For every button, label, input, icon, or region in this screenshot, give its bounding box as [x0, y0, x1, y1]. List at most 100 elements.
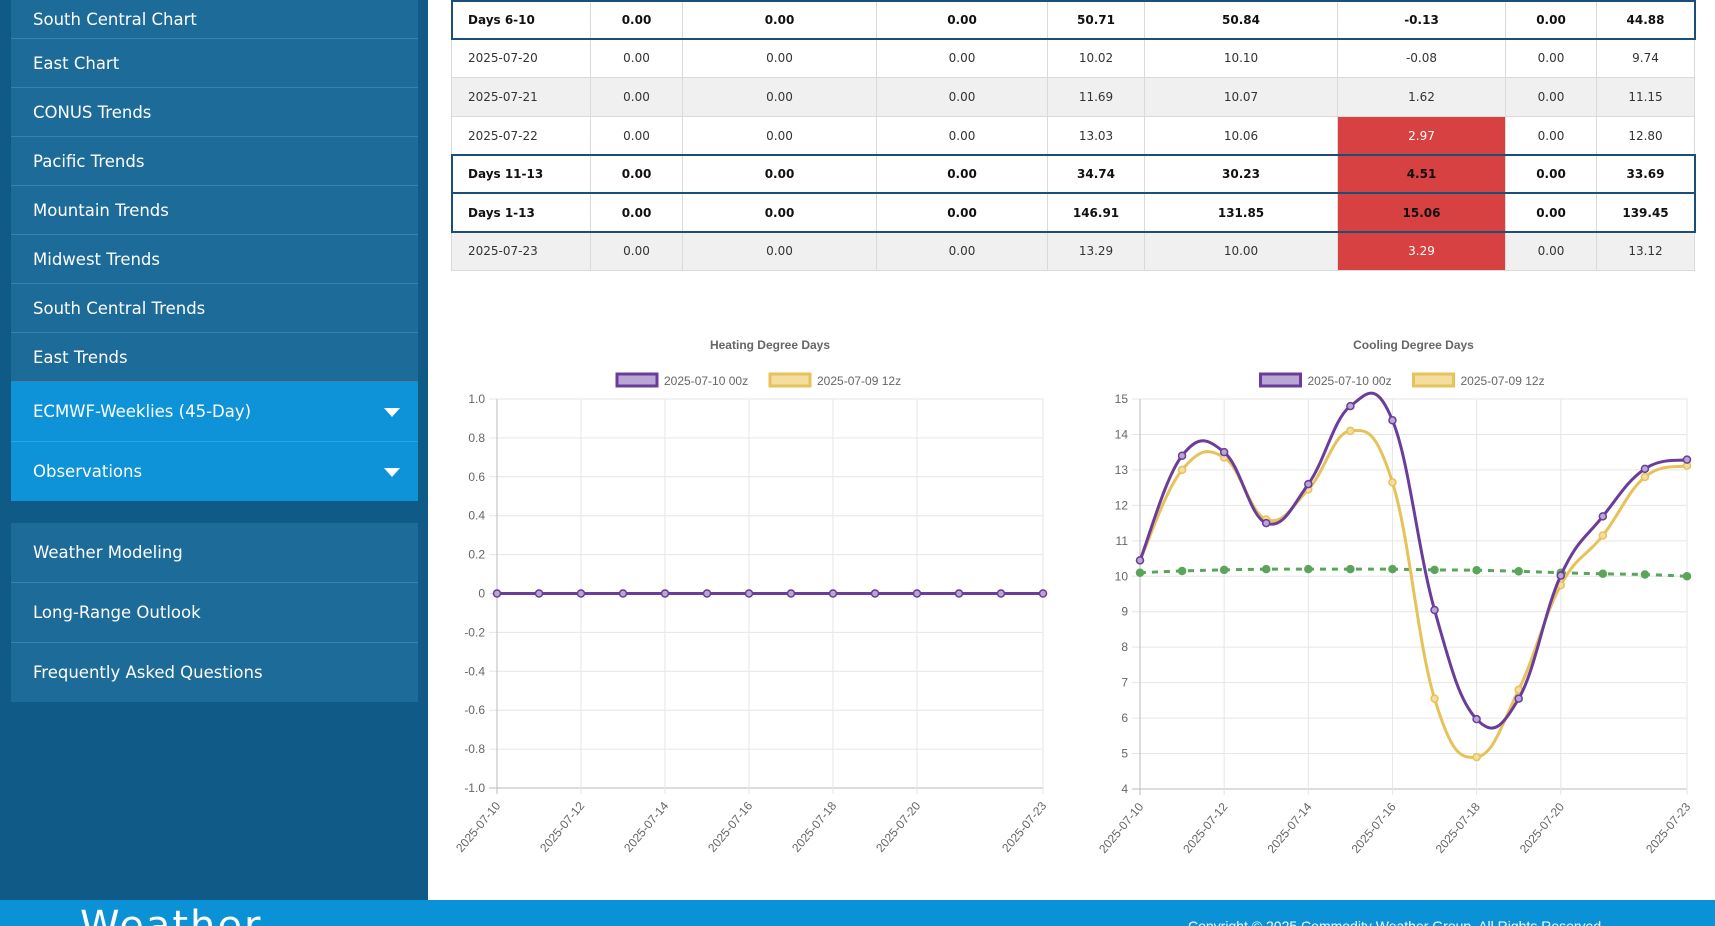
table-cell: 0.00	[876, 38, 1048, 79]
sidebar-item-label: East Chart	[33, 53, 120, 73]
data-point	[1682, 455, 1692, 464]
footer-copyright: Copyright © 2025 Commodity Weather Group…	[1188, 918, 1606, 926]
sidebar-item-midwest-trends[interactable]: Midwest Trends	[11, 235, 418, 284]
data-point	[1346, 401, 1355, 411]
sidebar-item-mountain-trends[interactable]: Mountain Trends	[11, 186, 418, 235]
table-cell: 34.74	[1047, 154, 1145, 194]
data-point	[1640, 472, 1650, 482]
y-tick-label: 14	[1115, 427, 1129, 441]
sidebar-dropdown-ecmwf-weeklies[interactable]: ECMWF-Weeklies (45-Day)	[11, 382, 418, 442]
x-tick-label: 2025-07-20	[1517, 800, 1567, 856]
y-tick-label: 5	[1121, 747, 1128, 761]
data-point	[1598, 512, 1608, 521]
sidebar-item-south-central-trends[interactable]: South Central Trends	[11, 284, 418, 333]
x-tick-label: 2025-07-12	[537, 799, 587, 855]
legend-swatch	[1412, 372, 1455, 388]
data-point	[1682, 572, 1692, 581]
sidebar-item-label: Mountain Trends	[33, 200, 169, 220]
data-point	[1177, 451, 1187, 460]
x-tick-label: 2025-07-18	[789, 799, 839, 855]
footer-logo[interactable]: Weather	[80, 903, 263, 926]
sidebar-item-conus-trends[interactable]: CONUS Trends	[11, 88, 418, 137]
chart-title: Cooling Degree Days	[1353, 338, 1474, 352]
table-row-label: Days 6-10	[451, 0, 591, 40]
legend-label: 2025-07-10 00z	[1308, 374, 1392, 388]
table-cell: 12.80	[1596, 115, 1695, 156]
cooling-degree-days-svg: Cooling Degree Days 2025-07-10 00z 2025-07…	[1096, 338, 1693, 856]
data-point	[1038, 589, 1048, 598]
data-point	[1514, 567, 1523, 576]
table-cell: 50.71	[1047, 0, 1145, 40]
sidebar-dropdown-observations[interactable]: Observations	[11, 442, 418, 501]
sidebar-item-label: Midwest Trends	[33, 249, 161, 269]
table-cell: 0.00	[590, 38, 683, 79]
chevron-down-icon	[384, 407, 400, 417]
data-point	[1556, 571, 1566, 580]
table-cell: 10.02	[1047, 38, 1145, 79]
legend-label: 2025-07-10 00z	[664, 374, 748, 388]
table-cell: 13.12	[1596, 231, 1695, 272]
table-cell: 0.00	[1505, 231, 1597, 272]
data-point	[1640, 464, 1650, 474]
table-row: 2025-07-23 0.00 0.00 0.00 13.29 10.00 3.29 0.00…	[451, 231, 1695, 272]
sidebar-item-label: Weather Modeling	[33, 543, 183, 562]
legend-label: 2025-07-09 12z	[1461, 374, 1545, 388]
y-tick-label: 12	[1115, 498, 1129, 512]
x-tick-label: 2025-07-23	[1643, 800, 1693, 856]
y-tick-label: 0.2	[468, 548, 485, 562]
x-tick-label: 2025-07-23	[999, 799, 1049, 855]
sidebar-section-weather-modeling[interactable]: Weather Modeling	[11, 523, 418, 583]
table-cell: 10.00	[1144, 231, 1338, 272]
sidebar-item-south-central-chart[interactable]: South Central Chart	[11, 0, 418, 39]
table-row: 2025-07-22 0.00 0.00 0.00 13.03 10.06 2.97 0.00…	[451, 115, 1695, 156]
sidebar-item-east-chart[interactable]: East Chart	[11, 39, 418, 88]
table-row-label: 2025-07-20	[451, 38, 591, 79]
data-point	[1598, 569, 1608, 579]
sidebar-item-label: Frequently Asked Questions	[33, 663, 263, 682]
table-summary-row: Days 6-10 0.00 0.00 0.00 50.71 50.84 -0.13 0.00…	[450, 0, 1696, 41]
table-cell: 15.06	[1337, 192, 1506, 233]
data-point	[1430, 694, 1439, 703]
series-line	[1138, 429, 1688, 759]
table-cell: 50.84	[1144, 0, 1338, 40]
table-cell: 0.00	[876, 192, 1048, 233]
table-cell: 0.00	[1505, 38, 1597, 79]
sidebar-item-pacific-trends[interactable]: Pacific Trends	[11, 137, 418, 186]
sidebar-section-faq[interactable]: Frequently Asked Questions	[11, 643, 418, 702]
legend-swatch	[1259, 372, 1302, 388]
x-tick-label: 2025-07-16	[705, 799, 755, 855]
x-tick-label: 2025-07-12	[1180, 800, 1230, 856]
table-cell: 146.91	[1047, 192, 1145, 233]
sidebar-item-label: Observations	[33, 462, 143, 481]
table-cell: 1.62	[1337, 77, 1506, 117]
footer: Weather Copyright © 2025 Commodity Weath…	[0, 900, 1715, 926]
y-tick-label: 0.4	[468, 509, 485, 523]
table-cell: 0.00	[1505, 77, 1597, 117]
table-cell: 131.85	[1144, 192, 1338, 233]
cooling-degree-days-chart: Cooling Degree Days 2025-07-10 00z 2025-07…	[1093, 325, 1705, 865]
table-row-label: Days 11-13	[451, 154, 591, 194]
x-tick-label: 2025-07-14	[1264, 800, 1314, 856]
x-tick-label: 2025-07-10	[453, 799, 503, 855]
data-point	[660, 589, 670, 598]
data-point	[1219, 565, 1229, 575]
table-cell: 0.00	[876, 115, 1048, 156]
data-point	[702, 589, 712, 598]
table-cell: 13.03	[1047, 115, 1145, 156]
legend-swatch	[768, 372, 812, 388]
data-point	[1472, 752, 1481, 762]
data-point	[912, 589, 922, 598]
data-point	[1219, 447, 1229, 457]
data-point	[1598, 531, 1608, 540]
table-cell: -0.08	[1337, 38, 1506, 79]
data-point	[1261, 518, 1271, 528]
y-tick-label: 11	[1116, 534, 1129, 548]
data-point	[1640, 570, 1650, 579]
data-point	[744, 589, 754, 598]
sidebar-section-long-range-outlook[interactable]: Long-Range Outlook	[11, 583, 418, 643]
data-point	[1388, 564, 1397, 574]
degree-days-table-grid: Days 6-10 0.00 0.00 0.00 50.71 50.84 -0.13 0.00…	[450, 0, 1696, 272]
y-tick-label: 8	[1121, 640, 1128, 654]
sidebar-item-east-trends[interactable]: East Trends	[11, 333, 418, 382]
chevron-down-icon	[384, 467, 400, 477]
